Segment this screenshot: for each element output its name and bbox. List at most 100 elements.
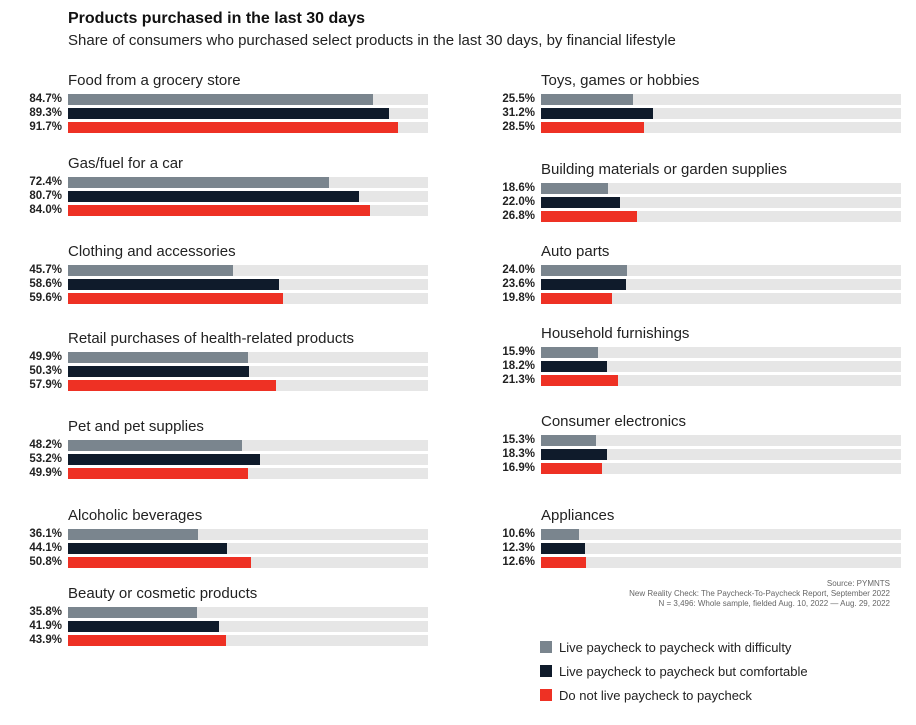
bar [68,454,260,465]
category-label: Alcoholic beverages [68,507,203,524]
legend-label: Live paycheck to paycheck with difficult… [559,639,792,655]
data-label: 91.7% [29,121,62,133]
legend-swatch [540,665,552,677]
bar [541,211,638,222]
bar [68,265,233,276]
bar-track [68,352,428,363]
data-label: 80.7% [29,190,62,202]
bar [541,375,618,386]
category-label: Beauty or cosmetic products [68,585,258,602]
bar [68,177,329,188]
bar-track [68,621,428,632]
legend-item-comfortable: Live paycheck to paycheck but comfortabl… [540,660,808,682]
bar [68,366,250,377]
bar [68,279,279,290]
bar-track [68,205,428,216]
bar [68,293,283,304]
source-line: N = 3,496: Whole sample, fielded Aug. 10… [658,599,891,608]
bar [541,265,628,276]
bar [68,543,227,554]
chart-subtitle: Share of consumers who purchased select … [68,32,676,49]
bar [541,435,597,446]
bar [68,607,197,618]
source-note: Source: PYMNTS New Reality Check: The Pa… [530,579,890,609]
bar-track [68,122,428,133]
bar [68,635,227,646]
bar-track [68,440,428,451]
bar-track [541,197,901,208]
data-label: 59.6% [29,292,62,304]
category-label: Auto parts [541,243,610,260]
bar-track [541,293,901,304]
data-label: 28.5% [502,121,535,133]
bar-track [541,279,901,290]
category-label: Retail purchases of health-related produ… [68,330,354,347]
data-label: 25.5% [502,93,535,105]
data-label: 35.8% [29,606,62,618]
bar-track [68,265,428,276]
bar-track [68,94,428,105]
data-label: 41.9% [29,620,62,632]
bar-track [541,361,901,372]
data-label: 12.3% [502,542,535,554]
category-label: Consumer electronics [541,413,687,430]
legend-swatch [540,641,552,653]
category-label: Building materials or garden supplies [541,161,787,178]
category-label: Clothing and accessories [68,243,236,260]
data-label: 50.3% [29,365,62,377]
bar [68,352,248,363]
legend-label: Live paycheck to paycheck but comfortabl… [559,663,808,679]
legend-item-not-paycheck: Do not live paycheck to paycheck [540,684,808,706]
bar [541,293,613,304]
data-label: 45.7% [29,264,62,276]
bar [68,529,198,540]
legend-item-difficulty: Live paycheck to paycheck with difficult… [540,636,808,658]
bar-track [68,543,428,554]
data-label: 44.1% [29,542,62,554]
category-label: Appliances [541,507,615,524]
bar-track [68,607,428,618]
bar-track [541,108,901,119]
bar-track [68,557,428,568]
data-label: 23.6% [502,278,535,290]
bar-track [541,347,901,358]
bar-track [541,183,901,194]
data-label: 48.2% [29,439,62,451]
bar [541,361,607,372]
chart-title: Products purchased in the last 30 days [68,10,365,27]
data-label: 21.3% [502,374,535,386]
bar-track [68,108,428,119]
data-label: 31.2% [502,107,535,119]
bar [541,449,607,460]
bar-track [541,375,901,386]
bar-track [68,380,428,391]
data-label: 57.9% [29,379,62,391]
bar-track [541,529,901,540]
bar [541,279,626,290]
data-label: 49.9% [29,467,62,479]
data-label: 26.8% [502,210,535,222]
bar [68,94,373,105]
data-label: 49.9% [29,351,62,363]
bar-track [68,366,428,377]
source-line: Source: PYMNTS [826,579,890,588]
data-label: 84.0% [29,204,62,216]
bar [541,122,644,133]
bar-track [541,94,901,105]
bar-track [68,635,428,646]
bar [541,463,602,474]
data-label: 58.6% [29,278,62,290]
data-label: 10.6% [502,528,535,540]
category-label: Food from a grocery store [68,72,241,89]
data-label: 12.6% [502,556,535,568]
bar [68,468,248,479]
data-label: 19.8% [502,292,535,304]
bar-track [541,265,901,276]
data-label: 43.9% [29,634,62,646]
bar-track [68,468,428,479]
legend: Live paycheck to paycheck with difficult… [540,636,808,708]
bar [541,197,621,208]
data-label: 15.3% [502,434,535,446]
bar-track [68,454,428,465]
bar-track [541,463,901,474]
